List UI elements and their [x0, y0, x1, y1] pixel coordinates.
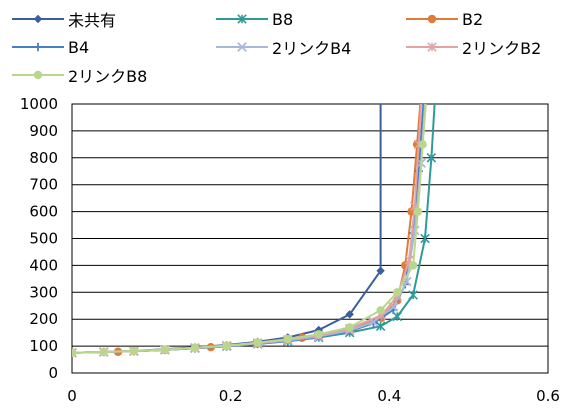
- series-6-point-11: [393, 288, 402, 297]
- legend-item-0: 未共有: [10, 8, 116, 30]
- series-4-point-11-b: [388, 302, 399, 312]
- y-tick-label-6: 600: [29, 203, 58, 221]
- legend-swatch-2: [406, 14, 458, 24]
- legend-item-2: B2: [404, 8, 483, 30]
- legend-swatch-4: [216, 42, 268, 52]
- series-6-point-10: [376, 306, 385, 315]
- legend-swatch-1: [216, 14, 268, 24]
- legend-marker-0: [33, 14, 43, 24]
- series-4-point-12-b: [401, 276, 412, 287]
- series-0-point-10: [376, 266, 385, 275]
- legend-marker-5: [427, 42, 437, 52]
- y-tick-label-4: 400: [29, 256, 58, 274]
- legend-marker-3: [33, 42, 43, 52]
- legend-marker-4: [237, 42, 247, 52]
- series-6-point-3: [160, 345, 170, 354]
- series-6-point-4: [190, 343, 200, 352]
- legend-item-1: B8: [214, 8, 293, 30]
- series-6-point-1: [99, 347, 108, 357]
- x-tick-label-3: 0.6: [536, 387, 560, 405]
- series-6-point-0: [72, 348, 77, 358]
- y-tick-label-10: 1000: [20, 95, 58, 113]
- series-6-point-2: [129, 346, 139, 356]
- legend-marker-4-b: [237, 42, 247, 52]
- y-tick-label-1: 100: [29, 337, 58, 355]
- y-tick-label-0: 0: [48, 364, 58, 382]
- series-1-point-11: [392, 311, 403, 322]
- series-1-point-12: [408, 290, 418, 300]
- x-tick-label-0: 0: [67, 387, 77, 405]
- series-1-point-13: [420, 233, 430, 244]
- y-tick-label-3: 300: [29, 283, 58, 301]
- series-6-point-12: [408, 261, 418, 270]
- legend-marker-6: [33, 70, 43, 80]
- legend-label-6: 2リンクB8: [68, 67, 148, 86]
- x-tick-label-2: 0.4: [377, 387, 401, 405]
- series-line-5: [72, 103, 423, 354]
- y-tick-label-2: 200: [29, 310, 58, 328]
- series-6-point-8: [314, 330, 323, 339]
- series-1-point-14: [426, 153, 437, 163]
- series-1-point-10: [375, 321, 386, 331]
- legend-label-3: B4: [68, 37, 90, 57]
- y-tick-label-7: 700: [29, 176, 58, 194]
- legend-label-1: B8: [272, 9, 294, 29]
- plot-area: [72, 103, 437, 358]
- legend-swatch-3: [12, 42, 64, 52]
- series-line-0: [72, 104, 382, 354]
- legend-label-4: 2リンクB4: [272, 39, 352, 58]
- series-line-6: [72, 103, 427, 354]
- series-4-point-10-b: [368, 317, 379, 327]
- series-6-point-5: [222, 341, 231, 350]
- legend-marker-2: [427, 14, 437, 24]
- legend-label-2: B2: [462, 9, 484, 29]
- legend-label-5: 2リンクB2: [462, 39, 542, 58]
- y-tick-label-8: 800: [29, 149, 58, 167]
- legend-item-5: 2リンクB2: [404, 36, 541, 58]
- legend-item-6: 2リンクB8: [10, 64, 147, 86]
- series-6-point-6: [253, 338, 262, 347]
- series-6-point-14: [418, 140, 427, 149]
- legend-swatch-5: [406, 42, 458, 52]
- y-tick-label-9: 900: [29, 122, 58, 140]
- legend-swatch-0: [12, 14, 64, 24]
- x-tick-label-1: 0.2: [219, 387, 243, 405]
- series-6-point-9: [345, 323, 354, 332]
- series-6-point-13: [413, 207, 423, 216]
- series-line-2: [72, 103, 422, 354]
- legend-item-3: B4: [10, 36, 89, 58]
- series-6-point-7: [283, 334, 292, 344]
- legend-item-4: 2リンクB4: [214, 36, 351, 58]
- legend-label-0: 未共有: [68, 11, 117, 30]
- y-tick-label-5: 500: [29, 230, 58, 248]
- series-6: [72, 103, 427, 358]
- legend-marker-1: [237, 14, 247, 24]
- series-0-point-9: [345, 310, 354, 319]
- legend-swatch-6: [12, 70, 64, 80]
- chart-legend: 未共有 B8 B2 B4 2リンクB4 2リンクB2 2リンクB8: [0, 0, 571, 100]
